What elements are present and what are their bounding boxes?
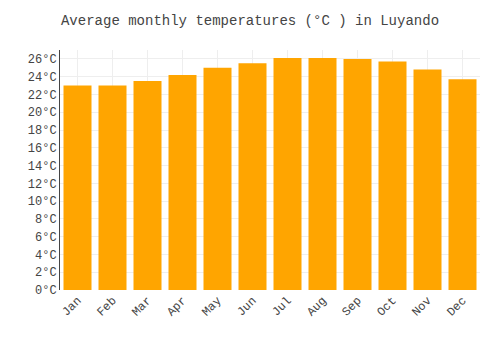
svg-text:Sep: Sep	[339, 294, 364, 319]
svg-text:0°C: 0°C	[35, 284, 57, 298]
svg-text:Dec: Dec	[444, 294, 469, 319]
svg-text:Jan: Jan	[59, 294, 84, 319]
svg-text:24°C: 24°C	[28, 71, 57, 85]
svg-text:6°C: 6°C	[35, 231, 57, 245]
svg-text:Mar: Mar	[129, 294, 154, 319]
svg-text:Oct: Oct	[374, 294, 399, 319]
svg-text:20°C: 20°C	[28, 106, 57, 120]
svg-text:Jun: Jun	[234, 294, 259, 319]
svg-text:Jul: Jul	[269, 294, 294, 319]
svg-text:2°C: 2°C	[35, 266, 57, 280]
svg-text:14°C: 14°C	[28, 160, 57, 174]
svg-text:Average monthly temperatures (: Average monthly temperatures (°C ) in Lu…	[61, 13, 439, 29]
svg-text:Nov: Nov	[409, 294, 434, 319]
svg-text:8°C: 8°C	[35, 213, 57, 227]
svg-text:12°C: 12°C	[28, 178, 57, 192]
svg-text:Apr: Apr	[164, 294, 189, 319]
svg-text:16°C: 16°C	[28, 142, 57, 156]
svg-text:4°C: 4°C	[35, 249, 57, 263]
svg-text:26°C: 26°C	[28, 53, 57, 67]
svg-text:Feb: Feb	[94, 294, 119, 319]
svg-text:10°C: 10°C	[28, 195, 57, 209]
svg-text:18°C: 18°C	[28, 124, 57, 138]
svg-text:May: May	[199, 294, 224, 319]
svg-text:22°C: 22°C	[28, 89, 57, 103]
svg-text:Aug: Aug	[304, 294, 329, 319]
